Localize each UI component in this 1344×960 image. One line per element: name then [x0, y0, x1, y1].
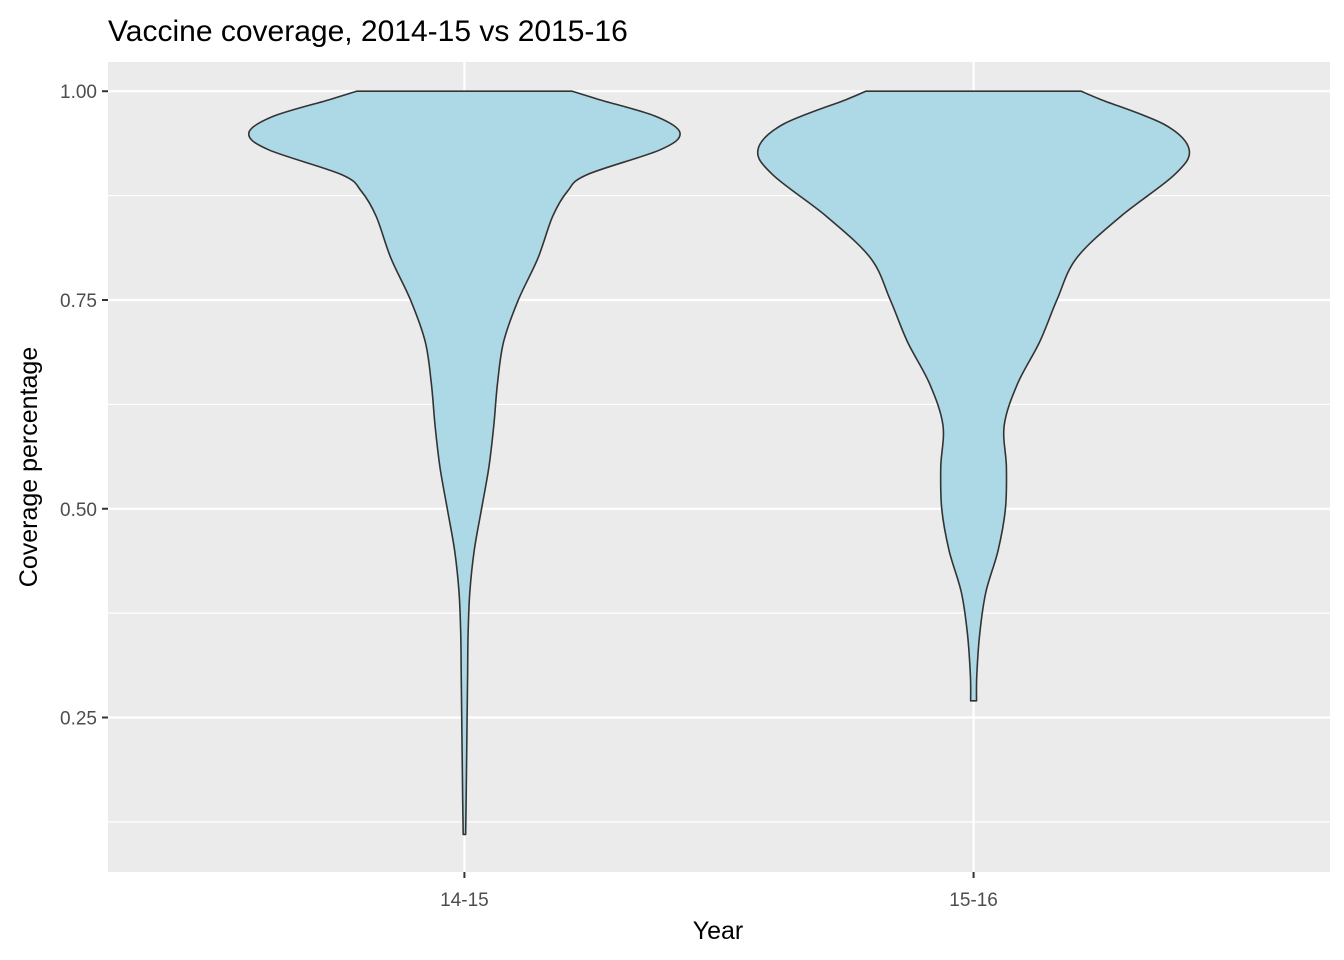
- y-axis-ticks: 0.25 0.50 0.75 1.00: [60, 82, 108, 730]
- chart-title: Vaccine coverage, 2014-15 vs 2015-16: [108, 15, 628, 48]
- violins: [247, 90, 1191, 836]
- y-tick-label: 1.00: [60, 82, 97, 103]
- x-tick-label: 14-15: [440, 890, 489, 911]
- y-tick-label: 0.75: [60, 291, 97, 312]
- minor-gridlines: [108, 195, 1330, 823]
- violin-14-15: [247, 90, 681, 836]
- x-tick-label: 15-16: [949, 890, 998, 911]
- x-axis-ticks: 14-15 15-16: [440, 872, 998, 911]
- y-axis-title: Coverage percentage: [15, 347, 43, 587]
- y-tick-label: 0.25: [60, 709, 97, 730]
- x-axis-title: Year: [693, 917, 744, 945]
- y-tick-label: 0.50: [60, 500, 97, 521]
- violin-15-16: [756, 90, 1191, 702]
